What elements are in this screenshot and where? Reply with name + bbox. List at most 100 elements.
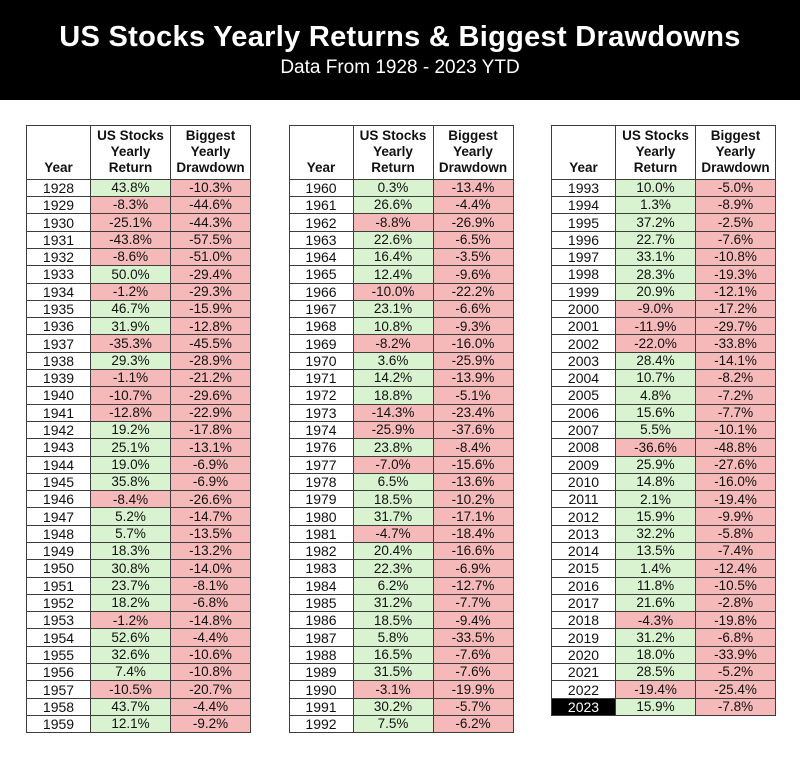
year-cell: 1931 [26, 230, 91, 249]
table-row: 2018 -4.3% -19.8% [551, 611, 776, 630]
return-cell: 7.5% [352, 714, 434, 734]
table-row: 1936 31.9% -12.8% [26, 317, 251, 336]
drawdown-cell: -5.8% [695, 524, 776, 544]
table-row: 2022 -19.4% -25.4% [551, 680, 776, 699]
return-cell: 28.5% [615, 663, 696, 682]
year-cell: 1942 [26, 420, 91, 440]
year-cell: 1965 [288, 265, 354, 284]
year-cell: 1961 [288, 196, 354, 215]
column-header-year: Year [288, 125, 354, 180]
return-cell: 46.7% [90, 299, 171, 319]
table-row: 1949 18.3% -13.2% [26, 541, 251, 561]
drawdown-cell: -28.9% [170, 351, 251, 371]
year-cell: 2000 [551, 299, 616, 319]
table-row: 1961 26.6% -4.4% [288, 196, 514, 215]
table-row: 1979 18.5% -10.2% [288, 490, 514, 509]
return-cell: 12.4% [352, 265, 434, 284]
table-row: 1935 46.7% -15.9% [26, 299, 251, 319]
return-cell: -8.4% [90, 490, 171, 509]
table-row: 1989 31.5% -7.6% [288, 663, 514, 682]
table-row: 2023 15.9% -7.8% [551, 697, 776, 716]
table-row: 2020 18.0% -33.9% [551, 645, 776, 665]
year-cell: 2007 [551, 420, 616, 440]
drawdown-cell: -29.4% [170, 265, 251, 284]
return-cell: 28.3% [615, 265, 696, 284]
drawdown-cell: -13.6% [432, 472, 514, 492]
drawdown-cell: -10.5% [695, 576, 776, 595]
table-row: 1963 22.6% -6.5% [288, 230, 514, 249]
return-cell: 18.3% [90, 541, 171, 561]
table-row: 2010 14.8% -16.0% [551, 472, 776, 492]
return-cell: 25.1% [90, 438, 171, 457]
year-cell: 2002 [551, 334, 616, 353]
year-cell: 1973 [288, 403, 354, 422]
drawdown-cell: -9.3% [432, 317, 514, 336]
year-cell: 2005 [551, 386, 616, 405]
return-cell: 21.6% [615, 593, 696, 613]
drawdown-cell: -22.9% [170, 403, 251, 422]
drawdown-cell: -13.9% [432, 369, 514, 388]
return-cell: 31.7% [352, 507, 434, 526]
drawdown-cell: -10.8% [695, 247, 776, 267]
drawdown-cell: -14.8% [170, 611, 251, 630]
return-cell: 13.5% [615, 541, 696, 561]
drawdown-cell: -19.3% [695, 265, 776, 284]
table-row: 1973 -14.3% -23.4% [288, 403, 514, 422]
return-cell: 19.2% [90, 420, 171, 440]
return-cell: 4.8% [615, 386, 696, 405]
drawdown-cell: -12.4% [695, 559, 776, 578]
table-row: 2012 15.9% -9.9% [551, 507, 776, 526]
year-cell: 1952 [26, 593, 91, 613]
return-cell: 11.8% [615, 576, 696, 595]
year-cell: 1937 [26, 334, 91, 353]
return-cell: -11.9% [615, 317, 696, 336]
table-row: 1931 -43.8% -57.5% [26, 230, 251, 249]
column-header-drawdown: Biggest Yearly Drawdown [432, 125, 514, 180]
year-cell: 1988 [288, 645, 354, 665]
year-cell: 2022 [551, 680, 616, 699]
year-cell: 1986 [288, 611, 354, 630]
table-row: 1978 6.5% -13.6% [288, 472, 514, 492]
drawdown-cell: -7.6% [432, 645, 514, 665]
year-cell: 1972 [288, 386, 354, 405]
table-row: 1929 -8.3% -44.6% [26, 196, 251, 215]
table-row: 1995 37.2% -2.5% [551, 213, 776, 232]
return-cell: 20.4% [352, 541, 434, 561]
year-cell: 2020 [551, 645, 616, 665]
year-cell: 2021 [551, 663, 616, 682]
table-row: 1944 19.0% -6.9% [26, 455, 251, 474]
table-row: 1991 30.2% -5.7% [288, 697, 514, 716]
table-row: 1946 -8.4% -26.6% [26, 490, 251, 509]
return-cell: -36.6% [615, 438, 696, 457]
table-row: 1954 52.6% -4.4% [26, 628, 251, 647]
table-row: 2014 13.5% -7.4% [551, 541, 776, 561]
table-header-row: Year US Stocks Yearly Return Biggest Yea… [551, 125, 776, 180]
table-row: 1941 -12.8% -22.9% [26, 403, 251, 422]
return-cell: 5.5% [615, 420, 696, 440]
year-cell: 2018 [551, 611, 616, 630]
return-cell: -1.1% [90, 369, 171, 388]
year-cell: 1987 [288, 628, 354, 647]
table-row: 1953 -1.2% -14.8% [26, 611, 251, 630]
return-cell: 6.5% [352, 472, 434, 492]
drawdown-cell: -57.5% [170, 230, 251, 249]
year-cell: 2009 [551, 455, 616, 474]
return-cell: 6.2% [352, 576, 434, 595]
table-row: 1969 -8.2% -16.0% [288, 334, 514, 353]
table-row: 1986 18.5% -9.4% [288, 611, 514, 630]
table-row: 1952 18.2% -6.8% [26, 593, 251, 613]
return-cell: 22.7% [615, 230, 696, 249]
year-cell: 1978 [288, 472, 354, 492]
return-cell: -4.7% [352, 524, 434, 544]
return-cell: 22.6% [352, 230, 434, 249]
drawdown-cell: -6.2% [432, 714, 514, 734]
year-cell: 1968 [288, 317, 354, 336]
table-row: 1983 22.3% -6.9% [288, 559, 514, 578]
year-cell: 1958 [26, 697, 91, 716]
table-row: 2001 -11.9% -29.7% [551, 317, 776, 336]
drawdown-cell: -13.4% [432, 178, 514, 198]
drawdown-cell: -27.6% [695, 455, 776, 474]
drawdown-cell: -16.6% [432, 541, 514, 561]
year-cell: 1957 [26, 680, 91, 699]
column-header-return: US Stocks Yearly Return [352, 125, 434, 180]
